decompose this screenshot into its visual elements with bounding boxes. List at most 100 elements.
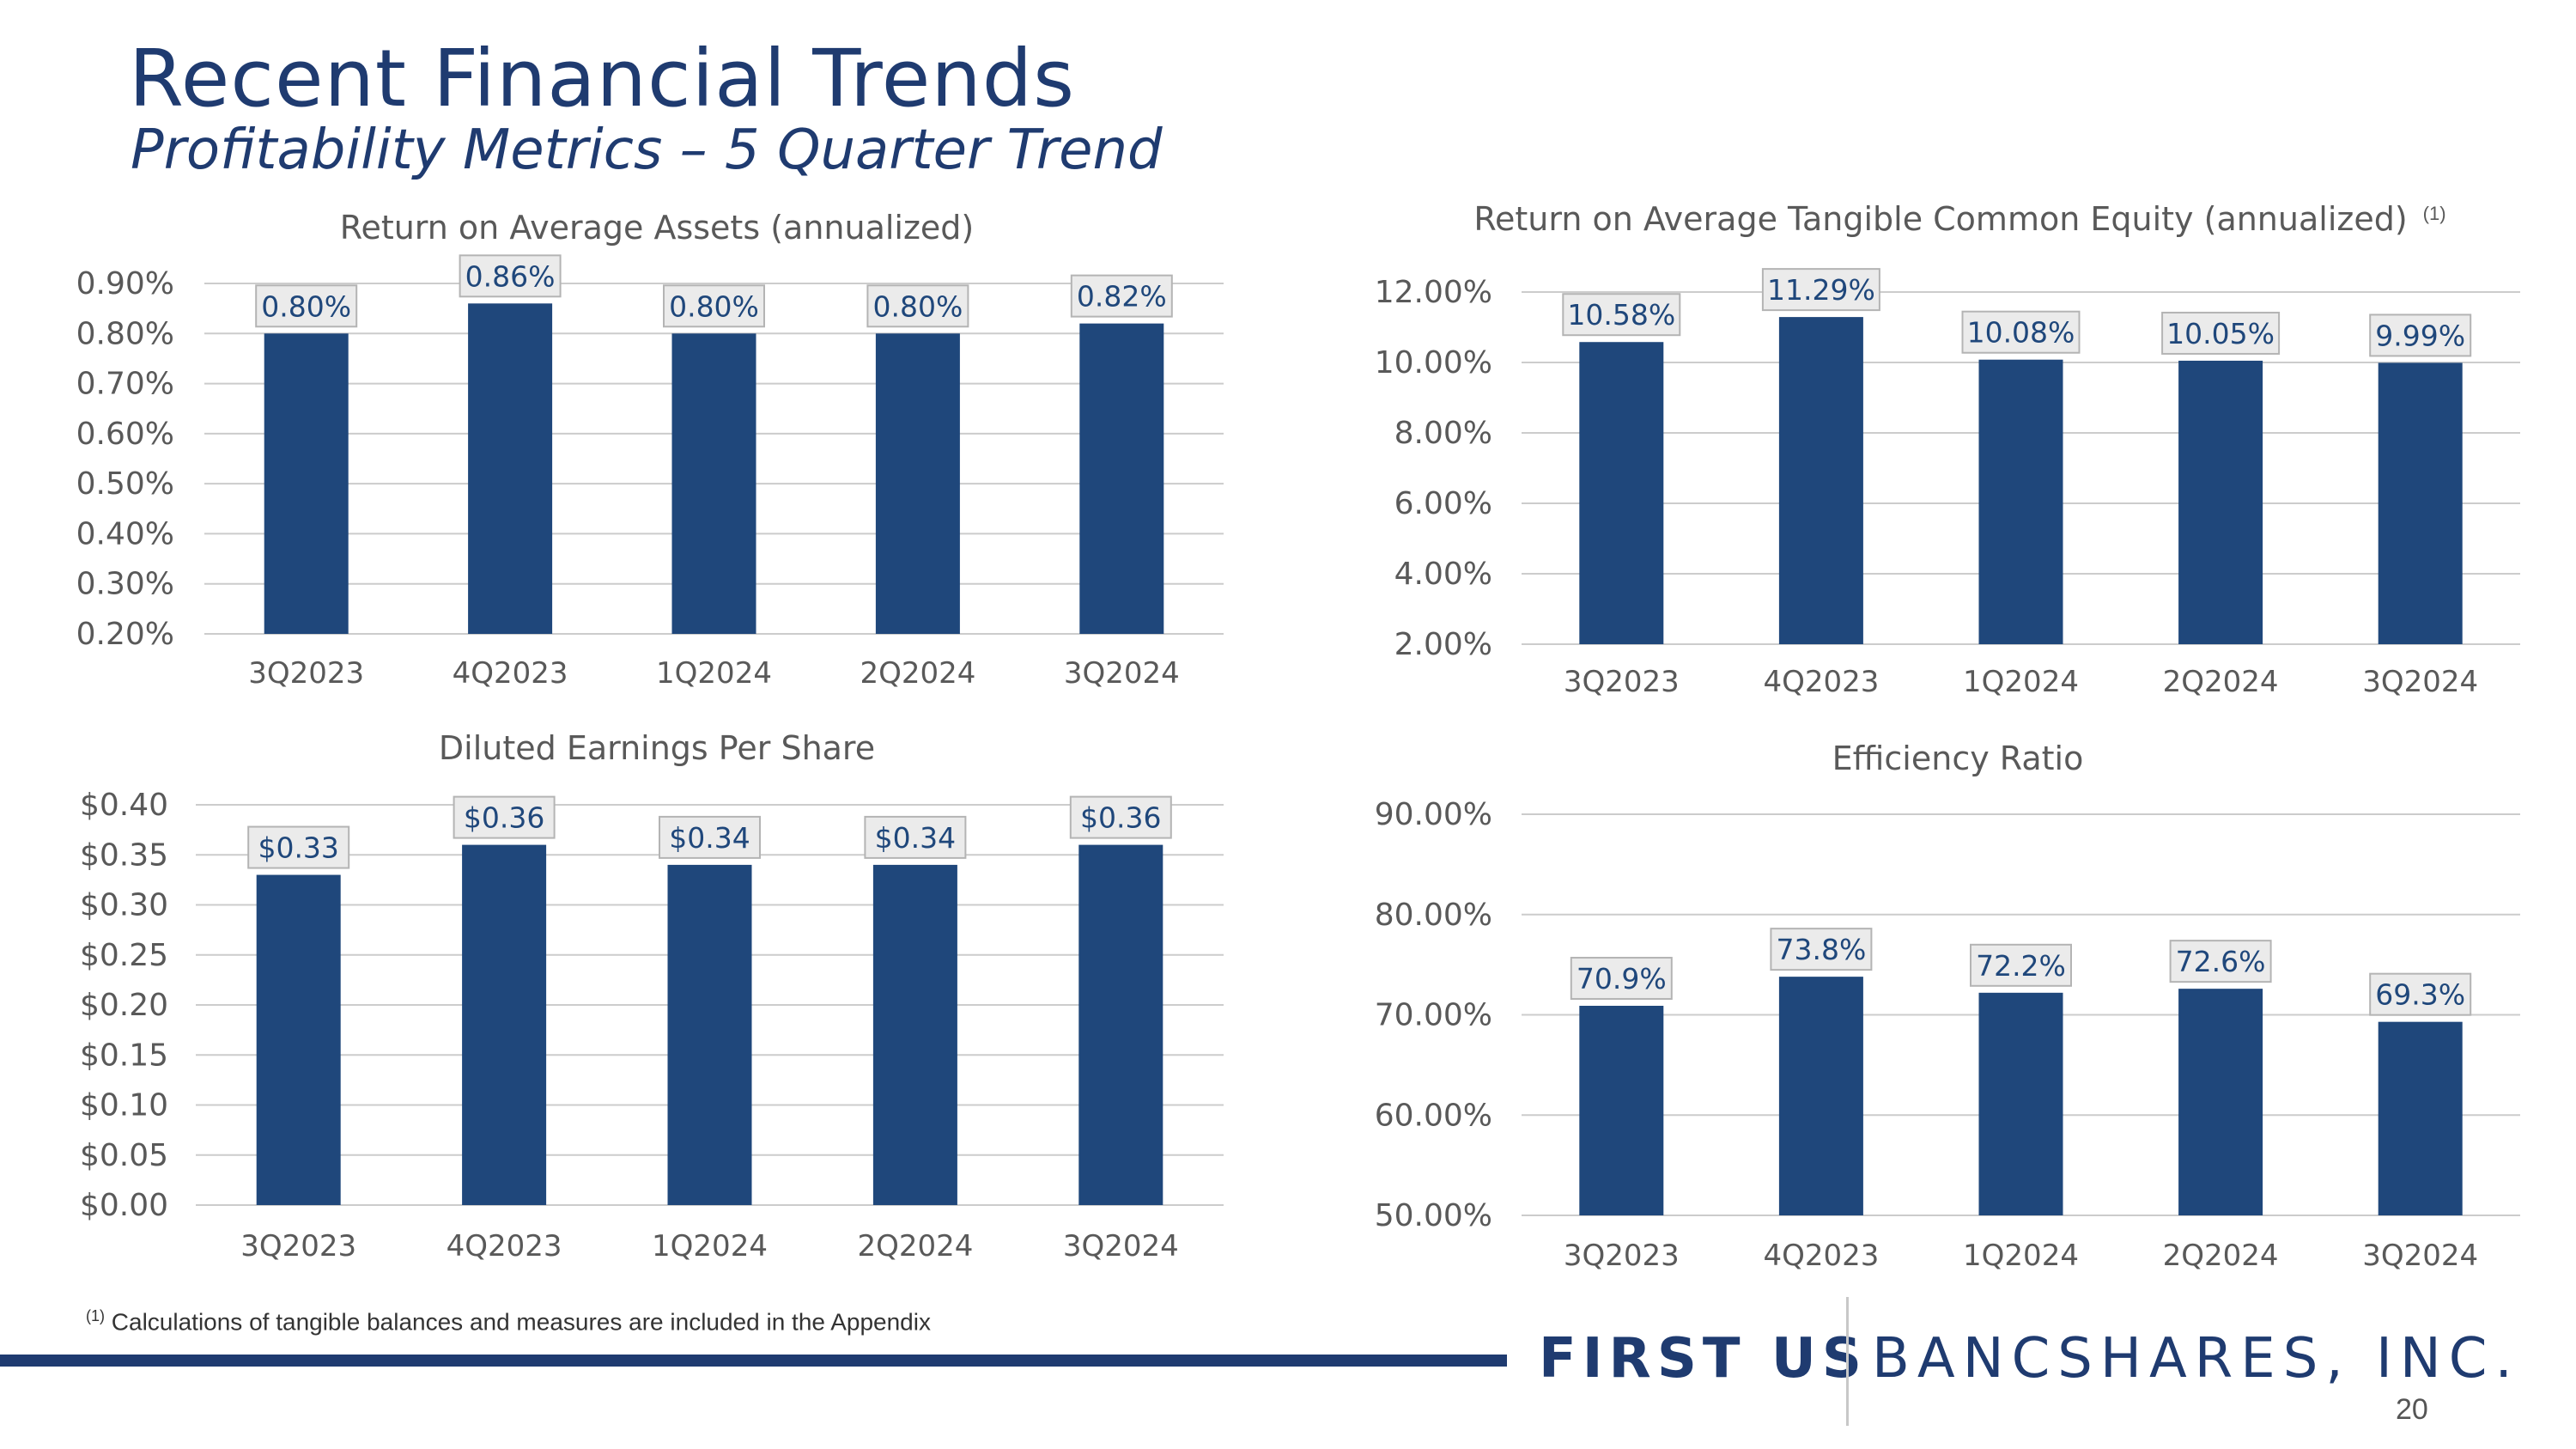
chart-title: Diluted Earnings Per Share	[439, 729, 875, 767]
bar	[1579, 1005, 1664, 1215]
data-label-box	[1570, 956, 1673, 1000]
bar	[1978, 359, 2063, 644]
bar	[1078, 844, 1163, 1205]
bar	[2178, 989, 2263, 1215]
page-title: Recent Financial Trends	[129, 33, 1076, 125]
bar	[1079, 323, 1164, 634]
brand-logo-secondary: BANCSHARES, INC.	[1872, 1327, 2520, 1391]
x-tick-label: 3Q2024	[1063, 1229, 1179, 1263]
x-tick-label: 1Q2024	[656, 656, 772, 691]
brand-logo-primary: FIRST US	[1539, 1327, 1868, 1391]
data-label-box	[866, 284, 969, 328]
y-tick-label: 0.20%	[76, 617, 174, 652]
x-tick-label: 3Q2024	[2362, 665, 2478, 699]
y-tick-label: $0.35	[80, 837, 168, 873]
x-tick-label: 4Q2023	[1763, 1239, 1879, 1273]
y-tick-label: 0.40%	[76, 516, 174, 551]
data-label-box	[459, 254, 562, 298]
x-tick-label: 3Q2023	[248, 656, 364, 691]
y-tick-label: $0.00	[80, 1188, 168, 1223]
footnote-marker: (1)	[86, 1307, 105, 1324]
data-label: 0.80%	[872, 289, 963, 323]
y-tick-label: 90.00%	[1375, 797, 1492, 832]
bar	[875, 333, 960, 634]
data-label-box	[453, 795, 556, 839]
x-tick-label: 1Q2024	[1963, 665, 2079, 699]
y-tick-label: 0.90%	[76, 266, 174, 301]
chart-title-footnote-marker: (1)	[2423, 203, 2446, 224]
data-label: 10.58%	[1567, 298, 1675, 332]
chart-title: Return on Average Tangible Common Equity…	[1473, 200, 2407, 238]
data-label-box	[255, 284, 358, 328]
data-label-box	[1069, 795, 1172, 839]
data-label: 0.86%	[465, 259, 556, 293]
data-label: 73.8%	[1776, 933, 1866, 966]
y-tick-label: 10.00%	[1375, 345, 1492, 381]
page-number: 20	[2396, 1393, 2428, 1426]
x-tick-label: 4Q2023	[447, 1229, 562, 1263]
data-label-box	[1562, 293, 1681, 337]
x-tick-label: 4Q2023	[453, 656, 568, 691]
y-tick-label: 60.00%	[1375, 1098, 1492, 1133]
x-tick-label: 2Q2024	[2163, 665, 2279, 699]
bar	[2378, 362, 2463, 644]
data-label-box	[1770, 928, 1873, 971]
bar	[468, 303, 553, 634]
data-label: 72.6%	[2176, 945, 2266, 978]
y-tick-label: $0.40	[80, 788, 168, 823]
bar	[1778, 317, 1863, 644]
footer-rule	[0, 1355, 1507, 1367]
bar	[1978, 992, 2063, 1215]
y-tick-label: 0.80%	[76, 316, 174, 351]
bar	[462, 844, 547, 1205]
bar	[2178, 360, 2263, 644]
brand-divider	[1846, 1297, 1849, 1426]
x-tick-label: 3Q2024	[2362, 1239, 2478, 1273]
y-tick-label: 70.00%	[1375, 998, 1492, 1033]
data-label-box	[2369, 314, 2472, 357]
data-label-box	[1070, 274, 1173, 318]
y-tick-label: 8.00%	[1394, 416, 1492, 451]
data-label-box	[659, 815, 761, 859]
data-label: 11.29%	[1767, 273, 1875, 307]
data-label-box	[864, 815, 967, 859]
data-label-box	[1761, 268, 1880, 312]
data-label-box	[1961, 310, 2081, 354]
x-tick-label: 1Q2024	[652, 1229, 768, 1263]
bar	[264, 333, 349, 634]
bar	[1579, 342, 1664, 644]
data-label: 0.80%	[669, 289, 759, 323]
data-label: $0.34	[875, 821, 956, 855]
y-tick-label: 6.00%	[1394, 486, 1492, 521]
y-tick-label: $0.20	[80, 988, 168, 1023]
y-tick-label: 2.00%	[1394, 627, 1492, 662]
data-label: $0.33	[258, 831, 338, 865]
data-label: 0.82%	[1077, 280, 1167, 314]
y-tick-label: 12.00%	[1375, 275, 1492, 310]
data-label: $0.36	[1080, 801, 1161, 835]
roaa-chart: Return on Average Assets (annualized) 0.2…	[76, 209, 1224, 691]
y-tick-label: $0.15	[80, 1038, 168, 1073]
bar	[256, 874, 341, 1205]
data-label: $0.34	[669, 821, 750, 855]
data-label: 10.08%	[1967, 316, 2075, 350]
data-label-box	[2169, 940, 2272, 983]
chart-title: Return on Average Assets (annualized)	[340, 209, 975, 247]
data-label-box	[663, 284, 765, 328]
data-label-box	[2369, 972, 2472, 1016]
data-label: $0.36	[464, 801, 544, 835]
footnote-text: Calculations of tangible balances and me…	[111, 1308, 931, 1336]
data-label: 9.99%	[2375, 319, 2465, 352]
y-tick-label: 0.70%	[76, 367, 174, 402]
bar	[1778, 977, 1863, 1215]
data-label: 10.05%	[2166, 317, 2275, 350]
data-label-box	[247, 825, 350, 869]
x-tick-label: 3Q2023	[1564, 1239, 1680, 1273]
bar	[2378, 1021, 2463, 1215]
y-tick-label: 50.00%	[1375, 1198, 1492, 1233]
data-label: 0.80%	[261, 289, 351, 323]
footnote: (1) Calculations of tangible balances an…	[86, 1307, 931, 1336]
data-label: 72.2%	[1976, 949, 2066, 983]
bar	[872, 864, 957, 1205]
